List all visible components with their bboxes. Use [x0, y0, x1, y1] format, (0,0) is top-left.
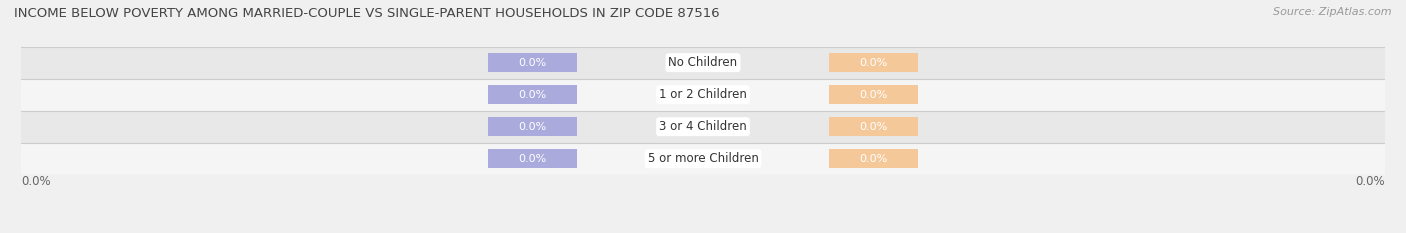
Text: 0.0%: 0.0% [859, 58, 887, 68]
Text: 0.0%: 0.0% [1355, 175, 1385, 188]
Text: 0.0%: 0.0% [859, 90, 887, 100]
Text: INCOME BELOW POVERTY AMONG MARRIED-COUPLE VS SINGLE-PARENT HOUSEHOLDS IN ZIP COD: INCOME BELOW POVERTY AMONG MARRIED-COUPL… [14, 7, 720, 20]
Bar [21, 79, 1385, 111]
Text: 0.0%: 0.0% [519, 122, 547, 132]
Bar [488, 53, 576, 72]
Text: 0.0%: 0.0% [859, 154, 887, 164]
Text: No Children: No Children [668, 56, 738, 69]
Bar [21, 47, 1385, 79]
Bar [830, 53, 918, 72]
Text: 3 or 4 Children: 3 or 4 Children [659, 120, 747, 133]
Bar [488, 117, 576, 136]
Text: 5 or more Children: 5 or more Children [648, 152, 758, 165]
Text: 0.0%: 0.0% [859, 122, 887, 132]
Text: 1 or 2 Children: 1 or 2 Children [659, 88, 747, 101]
Bar [830, 85, 918, 104]
Bar [830, 117, 918, 136]
Text: 0.0%: 0.0% [519, 154, 547, 164]
Text: Source: ZipAtlas.com: Source: ZipAtlas.com [1274, 7, 1392, 17]
Bar [488, 149, 576, 168]
Text: 0.0%: 0.0% [519, 58, 547, 68]
Text: 0.0%: 0.0% [519, 90, 547, 100]
Bar [488, 85, 576, 104]
Bar [21, 111, 1385, 143]
Text: 0.0%: 0.0% [21, 175, 51, 188]
Bar [830, 149, 918, 168]
Bar [21, 143, 1385, 175]
